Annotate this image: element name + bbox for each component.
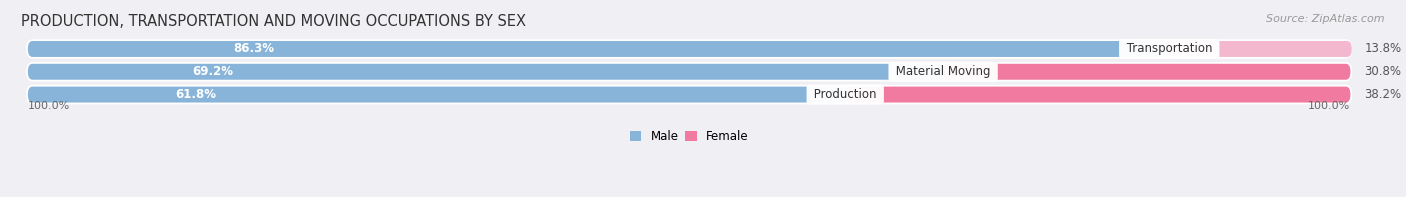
FancyBboxPatch shape bbox=[1170, 41, 1351, 57]
Text: Transportation: Transportation bbox=[1122, 43, 1216, 56]
Legend: Male, Female: Male, Female bbox=[624, 126, 754, 148]
Text: 38.2%: 38.2% bbox=[1364, 88, 1400, 101]
FancyBboxPatch shape bbox=[28, 64, 943, 80]
Text: 61.8%: 61.8% bbox=[174, 88, 217, 101]
Text: 69.2%: 69.2% bbox=[193, 65, 233, 78]
FancyBboxPatch shape bbox=[28, 41, 1170, 57]
Text: 30.8%: 30.8% bbox=[1364, 65, 1400, 78]
Text: 13.8%: 13.8% bbox=[1365, 43, 1402, 56]
Text: PRODUCTION, TRANSPORTATION AND MOVING OCCUPATIONS BY SEX: PRODUCTION, TRANSPORTATION AND MOVING OC… bbox=[21, 14, 526, 29]
FancyBboxPatch shape bbox=[28, 86, 845, 102]
FancyBboxPatch shape bbox=[28, 64, 1351, 80]
FancyBboxPatch shape bbox=[28, 41, 1351, 57]
Text: Material Moving: Material Moving bbox=[891, 65, 994, 78]
FancyBboxPatch shape bbox=[845, 86, 1351, 102]
Text: Source: ZipAtlas.com: Source: ZipAtlas.com bbox=[1267, 14, 1385, 24]
Text: 100.0%: 100.0% bbox=[1308, 101, 1351, 112]
FancyBboxPatch shape bbox=[28, 86, 1351, 102]
FancyBboxPatch shape bbox=[943, 64, 1351, 80]
Text: 100.0%: 100.0% bbox=[28, 101, 70, 112]
Text: Production: Production bbox=[810, 88, 880, 101]
Text: 86.3%: 86.3% bbox=[233, 43, 274, 56]
